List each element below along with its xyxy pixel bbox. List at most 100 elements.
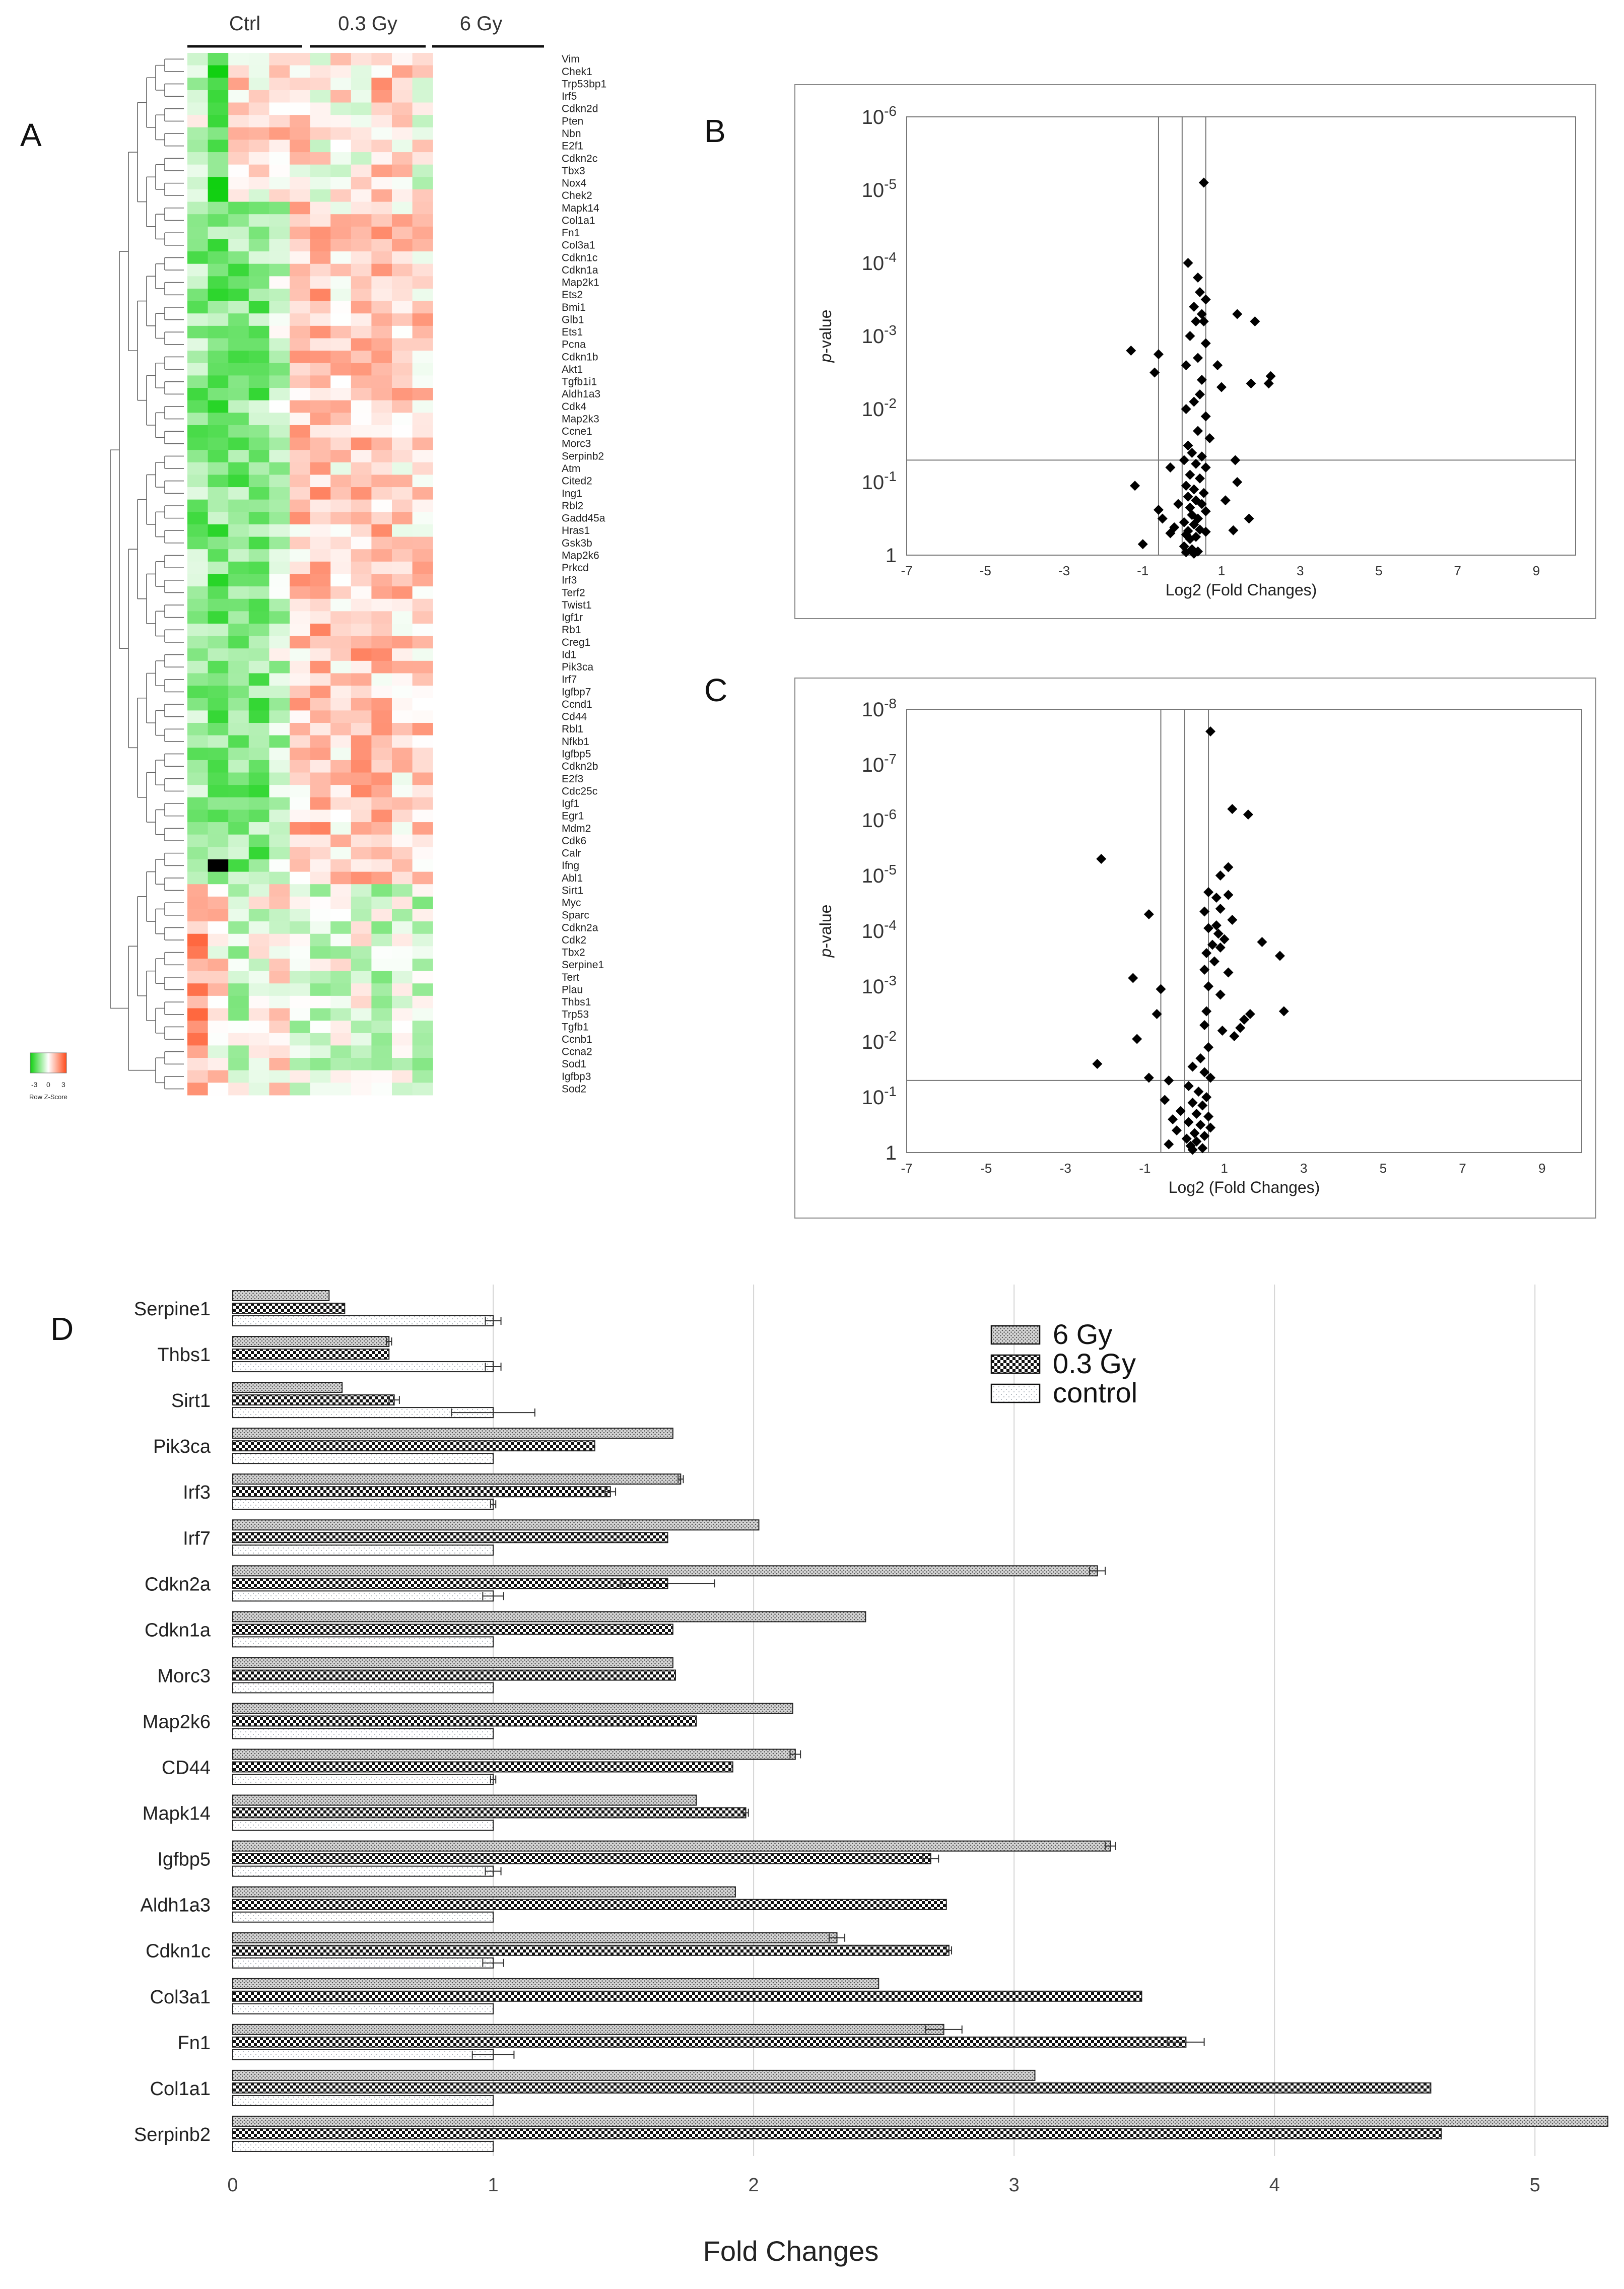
x-tick-label: 7 (1459, 1161, 1466, 1176)
heatmap-cell (371, 884, 392, 897)
heatmap-cell (208, 636, 229, 649)
heatmap-cell (351, 859, 372, 872)
heatmap-cell (310, 896, 331, 909)
y-tick-label: 10-3 (862, 973, 897, 998)
heatmap-cell (228, 177, 249, 190)
x-tick-label: -7 (901, 1161, 912, 1176)
heatmap-cell (351, 90, 372, 103)
heatmap-gene-label: Cdkn2c (562, 153, 597, 164)
volcano-point (1181, 1133, 1192, 1144)
heatmap-cell (269, 810, 290, 823)
heatmap-cell (248, 561, 269, 574)
heatmap-cell (248, 325, 269, 339)
x-tick-label: 5 (1375, 563, 1382, 578)
heatmap-cell (290, 512, 311, 525)
volcano-point (1215, 989, 1226, 1000)
volcano-point (1274, 951, 1285, 961)
heatmap-cell (187, 388, 209, 401)
heatmap-cell (290, 971, 311, 984)
heatmap-cell (392, 958, 413, 972)
heatmap-cell (248, 586, 269, 599)
heatmap-cell (187, 797, 209, 810)
heatmap-cell (330, 65, 352, 78)
heatmap-gene-label: Map2k6 (562, 550, 599, 561)
heatmap-cell (208, 115, 229, 128)
heatmap-cell (269, 896, 290, 909)
heatmap-gene-label: Tert (562, 972, 579, 983)
heatmap-cell (187, 636, 209, 649)
heatmap-cell (392, 698, 413, 711)
heatmap-cell (290, 884, 311, 897)
volcano-point (1198, 177, 1209, 188)
heatmap-cell (412, 1021, 433, 1034)
volcano-point (1203, 1042, 1214, 1052)
category-label: Igfbp5 (157, 1849, 211, 1870)
volcano-point (1153, 505, 1164, 515)
heatmap-cell (392, 971, 413, 984)
heatmap-cell (208, 921, 229, 934)
heatmap-cell (310, 388, 331, 401)
heatmap-cell (392, 425, 413, 438)
heatmap-cell (310, 288, 331, 302)
heatmap-panel: Ctrl 0.3 Gy 6 Gy VimChek1Trp53bp1Irf5Cdk… (29, 13, 606, 1101)
heatmap-gene-label: Pten (562, 115, 583, 127)
heatmap-cell (310, 834, 331, 847)
heatmap-cell (248, 673, 269, 686)
bar-03gy (232, 1990, 1142, 2002)
heatmap-cell (310, 127, 331, 140)
heatmap-cell (228, 375, 249, 388)
heatmap-cell (412, 164, 433, 177)
heatmap-cell (248, 413, 269, 426)
volcano-point (1203, 1111, 1214, 1122)
heatmap-cell (187, 723, 209, 736)
heatmap-cell (248, 909, 269, 922)
heatmap-cell (412, 276, 433, 289)
heatmap-cell (392, 115, 413, 128)
category-label: Thbs1 (157, 1344, 211, 1366)
volcano-point (1211, 920, 1222, 930)
heatmap-cell (269, 871, 290, 885)
heatmap-cell (208, 884, 229, 897)
heatmap-cell (269, 177, 290, 190)
bar-control (232, 1820, 494, 1831)
heatmap-cell (351, 288, 372, 302)
heatmap-cell (371, 338, 392, 351)
heatmap-cell (187, 1045, 209, 1058)
category-label: Irf3 (183, 1482, 211, 1503)
heatmap-cell (392, 686, 413, 699)
bar-6gy (232, 1932, 838, 1943)
heatmap-gene-label: Twist1 (562, 599, 592, 611)
heatmap-cell (351, 611, 372, 624)
volcano-point (1185, 502, 1195, 513)
heatmap-cell (248, 152, 269, 165)
heatmap-cell (269, 437, 290, 450)
heatmap-gene-label: Ccna2 (562, 1046, 592, 1058)
heatmap-cell (187, 611, 209, 624)
x-tick-label: 1 (1221, 1161, 1228, 1176)
heatmap-cell (392, 772, 413, 785)
heatmap-cell (187, 201, 209, 215)
heatmap-cell (228, 623, 249, 637)
heatmap-cell (392, 909, 413, 922)
heatmap-cell (208, 822, 229, 835)
category-label: Mapk14 (143, 1803, 211, 1825)
heatmap-cell (310, 723, 331, 736)
heatmap-cell (228, 847, 249, 860)
heatmap-cell (330, 995, 352, 1009)
heatmap-cell (228, 909, 249, 922)
heatmap-cell (187, 487, 209, 500)
heatmap-cell (412, 363, 433, 376)
heatmap-cell (310, 958, 331, 972)
heatmap-cell (208, 140, 229, 153)
heatmap-cell (351, 660, 372, 674)
x-tick-label: 2 (749, 2175, 759, 2196)
heatmap-cell (248, 1083, 269, 1096)
heatmap-cell (228, 896, 249, 909)
bar-03gy (232, 2036, 1187, 2048)
heatmap-cell (351, 1058, 372, 1071)
heatmap-cell (187, 536, 209, 550)
heatmap-cell (412, 896, 433, 909)
bar-6gy (232, 1978, 879, 1989)
heatmap-cell (248, 1070, 269, 1083)
volcano-point (1216, 382, 1227, 392)
